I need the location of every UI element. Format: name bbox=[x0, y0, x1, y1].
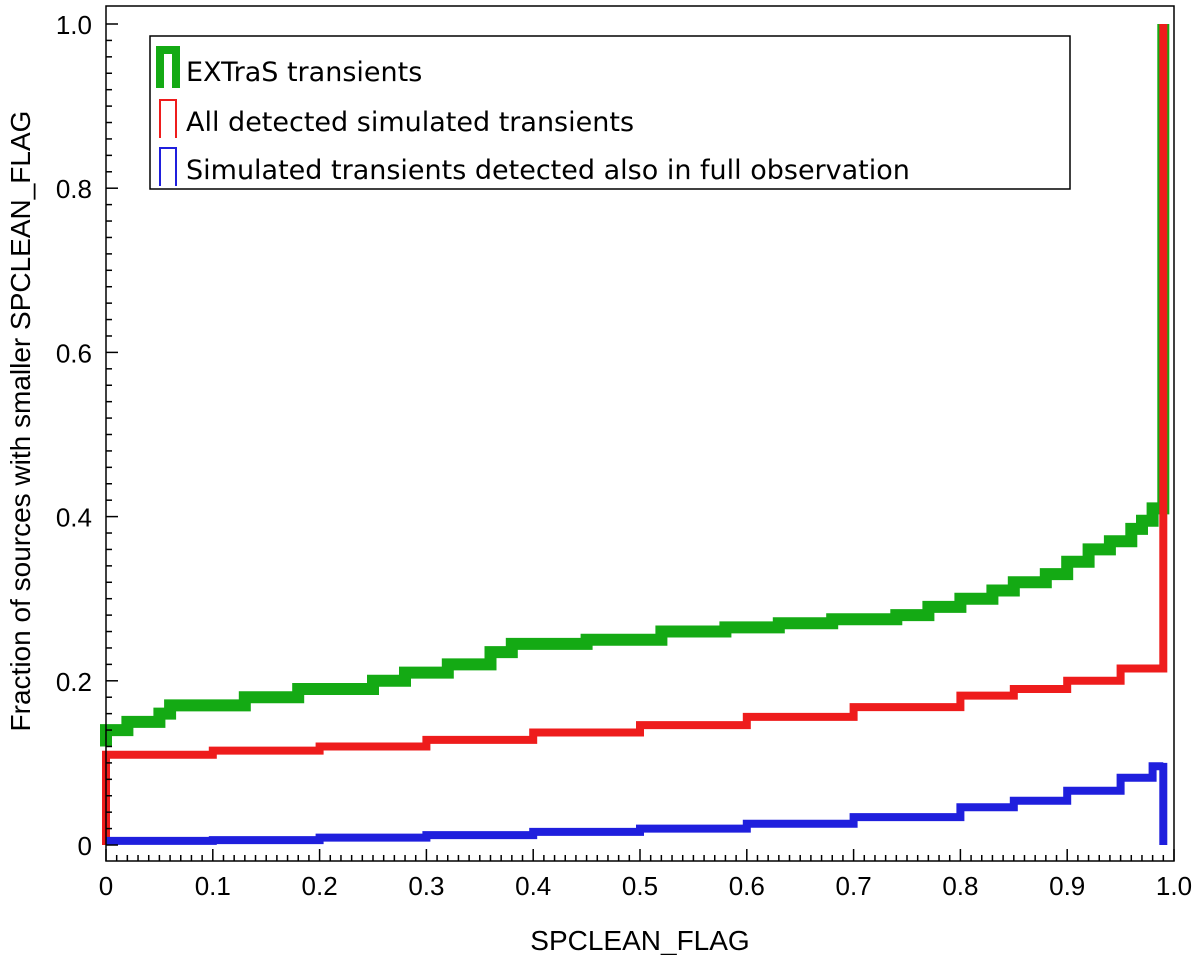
legend-entry-2: All detected simulated transients bbox=[159, 99, 634, 138]
y-tick-label: 0.6 bbox=[56, 338, 92, 368]
series-line-2 bbox=[102, 24, 1168, 845]
legend-box bbox=[149, 35, 1071, 190]
y-axis-title: Fraction of sources with smaller SPCLEAN… bbox=[5, 111, 36, 732]
x-tick-label: 0.6 bbox=[729, 871, 765, 901]
y-tick-label: 0.2 bbox=[56, 667, 92, 697]
y-tick-label: 1.0 bbox=[56, 10, 92, 40]
y-tick-label: 0 bbox=[78, 831, 92, 861]
legend-entries: EXTraS transients All detected simulated … bbox=[156, 46, 910, 186]
x-axis-title: SPCLEAN_FLAG bbox=[530, 925, 749, 955]
x-tick-label: 0.5 bbox=[622, 871, 658, 901]
x-tick-label: 0.2 bbox=[302, 871, 338, 901]
series-layer bbox=[100, 24, 1170, 845]
legend-label: Simulated transients detected also in fu… bbox=[186, 155, 910, 186]
x-tick-label: 0.9 bbox=[1049, 871, 1085, 901]
x-tick-label: 0.8 bbox=[942, 871, 978, 901]
y-tick-label: 0.8 bbox=[56, 174, 92, 204]
x-tick-label: 0.3 bbox=[408, 871, 444, 901]
legend-entry-1: EXTraS transients bbox=[156, 46, 422, 88]
x-tick-label: 0.7 bbox=[836, 871, 872, 901]
x-tick-label: 0.1 bbox=[195, 871, 231, 901]
legend-label: All detected simulated transients bbox=[186, 107, 634, 138]
x-tick-label: 0.4 bbox=[515, 871, 551, 901]
legend-swatch bbox=[159, 147, 177, 186]
series-line-3 bbox=[106, 762, 1168, 845]
legend-swatch bbox=[159, 99, 177, 138]
legend-label: EXTraS transients bbox=[186, 57, 422, 88]
chart-legend: EXTraS transients All detected simulated … bbox=[149, 35, 1071, 190]
legend-entry-3: Simulated transients detected also in fu… bbox=[159, 147, 910, 186]
x-tick-label: 0 bbox=[99, 871, 113, 901]
axis-tick-labels: 0 0.1 0.2 0.3 0.4 0.5 0.6 0.7 0.8 0.9 1.0 0 0.2 0.4 0.… bbox=[56, 10, 1192, 901]
legend-swatch bbox=[156, 46, 180, 88]
y-tick-label: 0.4 bbox=[56, 503, 92, 533]
series-line-1 bbox=[100, 24, 1170, 747]
x-tick-label: 1.0 bbox=[1156, 871, 1192, 901]
axis-ticks bbox=[105, 23, 1175, 861]
